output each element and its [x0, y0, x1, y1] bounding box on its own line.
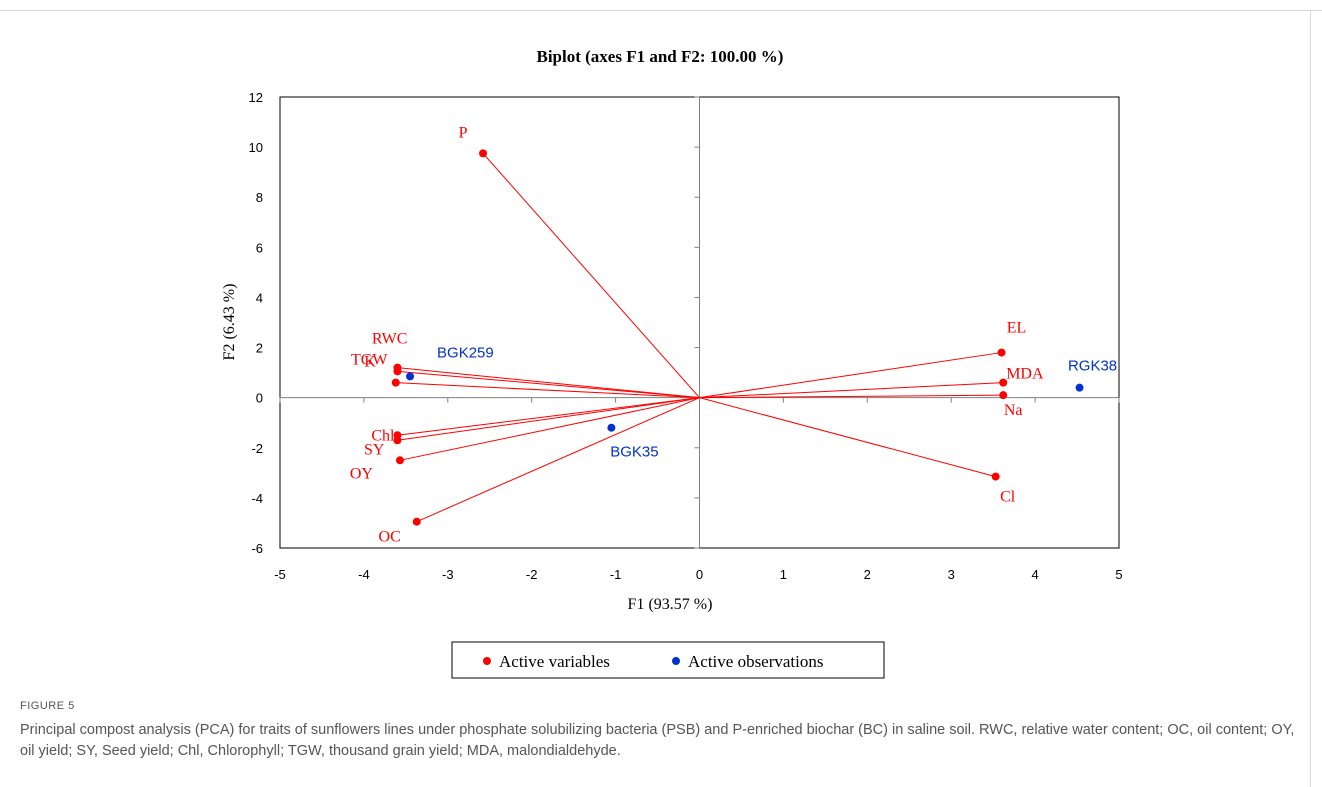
point-p: [479, 149, 488, 158]
point-mda: [999, 378, 1008, 387]
x-tick-label: 3: [948, 567, 955, 582]
figure-caption: FIGURE 5 Principal compost analysis (PCA…: [20, 700, 1300, 762]
x-tick-label: -4: [358, 567, 370, 582]
point-label-rwc: RWC: [372, 331, 408, 348]
y-tick-label: 8: [256, 190, 263, 205]
vector-line-sy: [397, 397, 700, 441]
point-bgk259: [406, 372, 415, 381]
point-k: [391, 378, 400, 387]
point-sy: [393, 436, 402, 445]
y-tick-label: -4: [251, 491, 263, 506]
x-tick-label: 4: [1031, 567, 1038, 582]
y-tick-label: 0: [256, 391, 263, 406]
vector-line-oy: [399, 397, 700, 461]
x-tick-label: 2: [864, 567, 871, 582]
point-label-oy: OY: [350, 465, 374, 482]
point-label-mda: MDA: [1006, 366, 1044, 383]
y-tick-label: 4: [256, 290, 263, 305]
point-oc: [412, 517, 421, 526]
vector-line-cl: [699, 397, 996, 478]
legend-label-active-observations: Active observations: [688, 652, 824, 671]
vector-line-mda: [699, 382, 1004, 399]
vector-line-p: [482, 153, 700, 398]
point-label-sy: SY: [364, 441, 385, 458]
frame-top-border: [0, 10, 1322, 11]
x-tick-label: -1: [610, 567, 622, 582]
legend-marker-active-observations: [672, 657, 680, 665]
y-tick-label: 2: [256, 341, 263, 356]
legend-marker-active-variables: [483, 657, 491, 665]
point-bgk35: [607, 423, 616, 432]
x-tick-label: 5: [1115, 567, 1122, 582]
point-label-rgk38: RGK38: [1068, 358, 1117, 375]
point-label-oc: OC: [379, 529, 401, 546]
vector-line-oc: [416, 397, 700, 523]
point-label-chl: Chl: [371, 427, 395, 444]
y-tick-label: 6: [256, 240, 263, 255]
chart-title: Biplot (axes F1 and F2: 100.00 %): [537, 47, 784, 66]
x-tick-label: -2: [526, 567, 538, 582]
y-tick-label: -6: [251, 541, 263, 556]
x-tick-label: 1: [780, 567, 787, 582]
pca-biplot-chart: Biplot (axes F1 and F2: 100.00 %) -5 -4 -3…: [221, 47, 1123, 679]
vector-line-chl: [397, 397, 700, 436]
point-el: [997, 348, 1006, 357]
figure-label: FIGURE 5: [20, 700, 75, 712]
vector-line-rwc: [397, 367, 700, 399]
y-tick-label: 12: [249, 90, 263, 105]
vector-line-na: [699, 394, 1004, 399]
vector-line-tgw: [397, 370, 700, 399]
point-label-p: P: [459, 124, 468, 141]
figure-caption-text: Principal compost analysis (PCA) for tra…: [20, 722, 1295, 759]
x-tick-label: 0: [696, 567, 703, 582]
point-label-bgk259: BGK259: [437, 344, 494, 361]
plot-area: -5 -4 -3 -2 -1 0 1 2 3 4 5-6-4-2024681012PRWCTGWKC…: [249, 90, 1123, 582]
x-tick-label: -5: [274, 567, 286, 582]
point-tgw: [393, 367, 402, 376]
point-label-el: EL: [1007, 320, 1027, 337]
point-label-tgw: TGW: [351, 351, 388, 368]
y-axis-label: F2 (6.43 %): [221, 284, 238, 361]
point-cl: [991, 472, 1000, 481]
x-tick-label: -3: [442, 567, 454, 582]
x-axis-label: F1 (93.57 %): [628, 596, 713, 613]
point-na: [999, 391, 1008, 400]
point-label-k: K: [364, 354, 376, 371]
legend-label-active-variables: Active variables: [499, 652, 610, 671]
point-label-na: Na: [1004, 402, 1023, 419]
point-label-cl: Cl: [1000, 489, 1016, 506]
point-label-bgk35: BGK35: [610, 444, 658, 461]
vector-line-el: [699, 352, 1002, 399]
point-rgk38: [1075, 383, 1084, 392]
point-oy: [395, 456, 404, 465]
y-tick-label: 10: [249, 140, 263, 155]
frame-right-border: [1310, 10, 1311, 787]
y-tick-label: -2: [251, 441, 263, 456]
vector-line-k: [395, 382, 700, 399]
legend-box: [451, 641, 885, 679]
